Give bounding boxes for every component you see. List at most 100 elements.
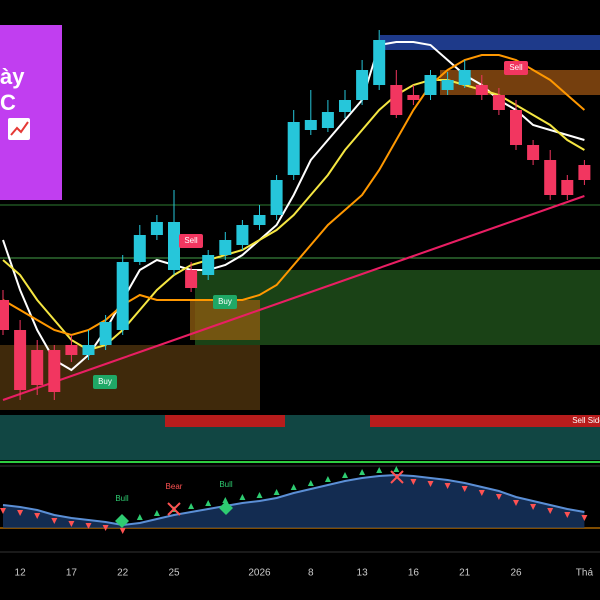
osc-marker — [34, 513, 41, 519]
candle-body — [82, 345, 95, 355]
osc-marker — [205, 500, 212, 506]
signal-label: Sell Side — [572, 416, 600, 425]
zone — [165, 415, 285, 427]
candle-body — [492, 95, 505, 110]
osc-marker — [273, 489, 280, 495]
osc-marker — [188, 503, 195, 509]
logo-icon-line — [10, 121, 29, 136]
osc-marker — [410, 479, 417, 485]
candle-body — [441, 80, 454, 90]
osc-marker — [564, 512, 571, 518]
line — [2, 473, 585, 527]
signal-cross — [390, 470, 404, 484]
osc-marker — [547, 508, 554, 514]
osc-marker — [290, 484, 297, 490]
x-tick-label: 8 — [308, 568, 314, 579]
osc-marker — [427, 481, 434, 487]
osc-marker — [51, 518, 58, 524]
logo-text: C — [0, 90, 16, 115]
candle-body — [31, 350, 44, 385]
osc-marker — [376, 467, 383, 473]
osc-marker — [461, 486, 468, 492]
x-tick-label: Thá — [576, 568, 594, 579]
zone — [370, 415, 600, 427]
signal-cross — [167, 502, 181, 516]
osc-marker — [324, 476, 331, 482]
x-tick-label: 16 — [408, 568, 420, 579]
x-tick-label: 22 — [117, 568, 129, 579]
signal-label: Buy — [218, 297, 232, 306]
candle-body — [116, 262, 129, 330]
candle-body — [424, 75, 437, 95]
osc-marker — [102, 525, 109, 531]
candle-body — [185, 270, 198, 288]
candle-body — [287, 122, 300, 175]
candle-body — [510, 110, 522, 145]
signal-tag — [213, 295, 237, 309]
osc-marker — [153, 510, 160, 516]
candle-body — [578, 165, 591, 180]
candle-body — [356, 70, 369, 100]
candle-body — [544, 160, 557, 195]
x-tick-label: 13 — [357, 568, 369, 579]
signal-label: Bull — [219, 480, 233, 489]
candle-body — [458, 70, 471, 85]
osc-marker — [256, 492, 263, 498]
osc-marker — [359, 469, 366, 475]
osc-marker — [119, 528, 126, 534]
osc-marker — [478, 490, 485, 496]
candle-body — [14, 330, 27, 390]
candle-body — [270, 180, 283, 215]
x-tick-label: 12 — [15, 568, 27, 579]
candle-body — [150, 222, 163, 235]
candle-body — [304, 120, 317, 130]
candle-body — [407, 95, 420, 100]
candle-body — [475, 85, 488, 95]
logo-text: ày — [0, 64, 25, 89]
signal-tag — [93, 375, 117, 389]
osc-marker — [136, 514, 143, 520]
osc-marker — [495, 494, 502, 500]
candle-body — [168, 222, 180, 270]
candle-body — [321, 112, 334, 128]
x-tick-label: 2026 — [248, 568, 271, 579]
candle-body — [99, 322, 112, 345]
candle-body — [339, 100, 351, 112]
signal-diamond — [115, 514, 129, 528]
osc-marker — [0, 508, 6, 514]
signal-label: Bear — [166, 482, 183, 491]
candle-body — [373, 40, 386, 85]
osc-marker — [513, 500, 519, 506]
osc-marker — [581, 515, 588, 521]
signal-label: Buy — [98, 377, 112, 386]
zone — [195, 270, 600, 345]
osc-marker — [222, 497, 229, 503]
x-tick-label: 21 — [459, 568, 471, 579]
candle-body — [219, 240, 232, 255]
x-tick-label: 25 — [168, 568, 180, 579]
logo-box — [0, 25, 62, 200]
signal-label: Sell — [184, 236, 198, 245]
candle-body — [527, 145, 540, 160]
candle-body — [202, 255, 215, 275]
osc-marker — [530, 504, 537, 510]
signal-tag — [504, 61, 528, 75]
zone — [380, 35, 600, 50]
signal-diamond — [219, 501, 233, 515]
osc-marker — [17, 510, 24, 516]
x-tick-label: 17 — [66, 568, 78, 579]
osc-marker — [444, 483, 451, 489]
osc-marker — [68, 521, 75, 527]
osc-marker — [342, 472, 348, 478]
candle-body — [65, 345, 78, 355]
candle-body — [253, 215, 266, 225]
candle-body — [561, 180, 574, 195]
signal-label: Bull — [115, 494, 129, 503]
osc-marker — [307, 480, 314, 486]
osc-marker — [393, 466, 400, 472]
candle-body — [390, 85, 403, 115]
osc-area — [3, 475, 585, 528]
osc-marker — [85, 523, 92, 529]
